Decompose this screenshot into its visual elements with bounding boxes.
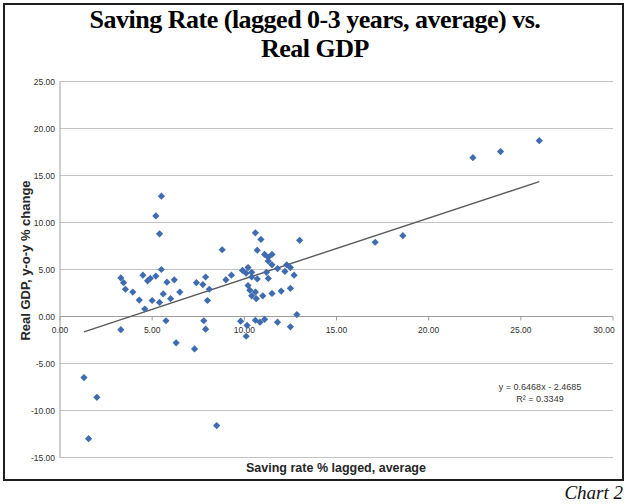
scatter-point	[213, 422, 220, 429]
scatter-point	[117, 326, 124, 333]
scatter-point	[469, 154, 476, 161]
scatter-point	[199, 281, 206, 288]
scatter-point	[293, 311, 300, 318]
scatter-point	[149, 297, 156, 304]
scatter-point	[200, 317, 207, 324]
scatter-point	[136, 296, 143, 303]
scatter-point	[536, 137, 543, 144]
scatter-point	[254, 275, 261, 282]
scatter-point	[281, 268, 288, 275]
scatter-point	[173, 339, 180, 346]
scatter-point	[497, 148, 504, 155]
scatter-point	[278, 288, 285, 295]
y-tick-label: 10.00	[34, 218, 56, 228]
scatter-point	[248, 273, 255, 280]
scatter-point	[176, 288, 183, 295]
scatter-point	[265, 275, 272, 282]
scatter-point	[268, 290, 275, 297]
scatter-point	[287, 285, 294, 292]
scatter-point	[202, 326, 209, 333]
trendline-equation: y = 0.6468x - 2.4685	[455, 381, 625, 393]
scatter-point	[228, 272, 235, 279]
scatter-point	[222, 276, 229, 283]
scatter-point	[93, 394, 100, 401]
y-tick-label: -15.00	[31, 453, 55, 463]
scatter-point	[122, 286, 129, 293]
scatter-point	[152, 212, 159, 219]
y-tick-label: -10.00	[31, 406, 55, 416]
x-tick-label: 30.00	[593, 325, 615, 335]
scatter-point	[139, 272, 146, 279]
scatter-point	[85, 435, 92, 442]
scatter-point	[80, 374, 87, 381]
y-tick-label: 15.00	[34, 171, 56, 181]
chart-caption: Chart 2	[423, 482, 623, 504]
scatter-point	[219, 246, 226, 253]
x-axis-title: Saving rate % lagged, average	[236, 461, 436, 475]
scatter-point	[202, 273, 209, 280]
scatter-point	[259, 292, 266, 299]
trendline-r-squared: R² = 0.3349	[455, 393, 625, 405]
scatter-point	[162, 317, 169, 324]
scatter-point	[296, 237, 303, 244]
scatter-point	[287, 323, 294, 330]
scatter-point	[274, 319, 281, 326]
y-tick-label: 25.00	[34, 77, 56, 87]
scatter-point	[372, 239, 379, 246]
scatter-point	[191, 345, 198, 352]
scatter-point	[171, 276, 178, 283]
scatter-plot: -15.00 -10.00 -5.00 0.00 5.00 10.00 15.00 20.00…	[0, 0, 630, 504]
y-tick-label: 0.00	[38, 312, 55, 322]
scatter-point	[399, 232, 406, 239]
scatter-point	[160, 290, 167, 297]
trendline	[84, 182, 539, 332]
scatter-point	[274, 265, 281, 272]
scatter-point	[252, 229, 259, 236]
scatter-point	[156, 299, 163, 306]
y-axis-title: Real GDP, y-o-y % change	[18, 166, 33, 356]
x-tick-label: 0.00	[52, 325, 69, 335]
scatter-point	[163, 279, 170, 286]
y-tick-label: 20.00	[34, 124, 56, 134]
scatter-point	[158, 193, 165, 200]
trendline-annotation: y = 0.6468x - 2.4685 R² = 0.3349	[455, 381, 625, 405]
y-tick-label: 5.00	[38, 265, 55, 275]
scatter-point	[204, 297, 211, 304]
x-tick-label: 5.00	[144, 325, 161, 335]
chart-page: Saving Rate (lagged 0-3 years, average) …	[0, 0, 630, 504]
x-tick-label: 20.00	[418, 325, 440, 335]
scatter-point	[158, 266, 165, 273]
x-tick-label: 25.00	[510, 325, 532, 335]
scatter-point	[167, 295, 174, 302]
scatter-point	[290, 272, 297, 279]
scatter-point	[156, 230, 163, 237]
scatter-point	[254, 247, 261, 254]
scatter-point	[129, 288, 136, 295]
scatter-point	[257, 236, 264, 243]
x-tick-label: 15.00	[326, 325, 348, 335]
y-tick-label: -5.00	[36, 359, 56, 369]
scatter-point	[193, 279, 200, 286]
